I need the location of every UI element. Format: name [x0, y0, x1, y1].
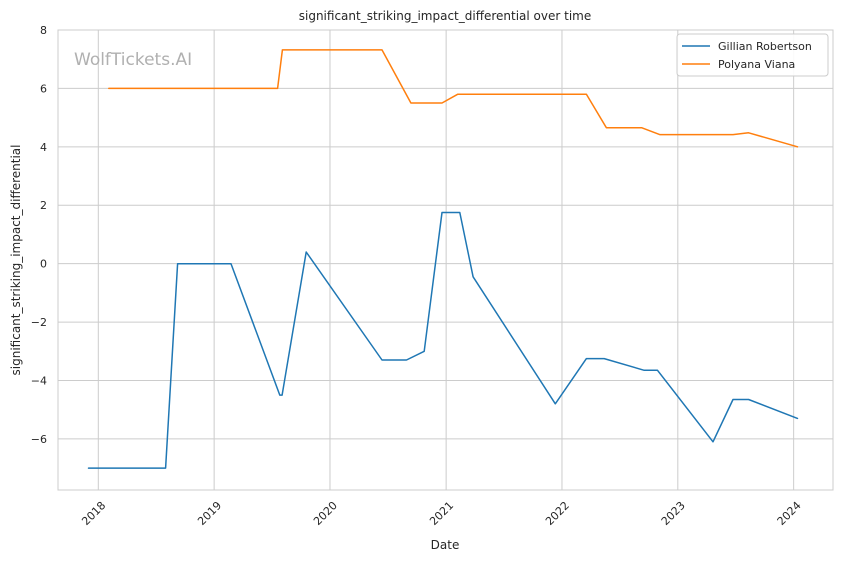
- x-tick-label: 2020: [311, 499, 340, 528]
- x-axis-title: Date: [431, 538, 460, 552]
- series-line-gillian-robertson: [87, 211, 799, 469]
- legend-label: Polyana Viana: [718, 58, 795, 71]
- x-tick-labels: 2018 2019 2020 2021 2022 2023 2024: [79, 499, 803, 528]
- y-tick-label: 2: [40, 199, 47, 212]
- x-tick-label: 2018: [79, 499, 108, 528]
- series-line-polyana-viana: [108, 49, 799, 148]
- x-tick-label: 2023: [659, 499, 688, 528]
- plot-area-frame: [57, 29, 834, 491]
- x-tick-label: 2024: [775, 499, 804, 528]
- gridlines: [58, 29, 833, 490]
- watermark: WolfTickets.AI: [74, 50, 192, 70]
- y-tick-label: 0: [40, 258, 47, 271]
- y-axis-title: significant_striking_impact_differential: [9, 145, 23, 376]
- x-tick-label: 2019: [195, 499, 224, 528]
- chart-title: significant_striking_impact_differential…: [299, 9, 591, 23]
- y-tick-labels: −6 −4 −2 0 2 4 6 8: [31, 24, 47, 446]
- y-tick-label: −4: [31, 374, 47, 387]
- legend-box: [676, 33, 829, 77]
- legend: Gillian Robertson Polyana Viana: [676, 33, 829, 77]
- legend-label: Gillian Robertson: [718, 40, 812, 53]
- y-tick-label: 8: [40, 24, 47, 37]
- y-tick-label: 4: [40, 141, 47, 154]
- x-tick-label: 2022: [543, 499, 572, 528]
- y-tick-label: −6: [31, 433, 47, 446]
- series-layer: [87, 49, 799, 469]
- x-tick-label: 2021: [427, 499, 456, 528]
- y-tick-label: −2: [31, 316, 47, 329]
- y-tick-label: 6: [40, 82, 47, 95]
